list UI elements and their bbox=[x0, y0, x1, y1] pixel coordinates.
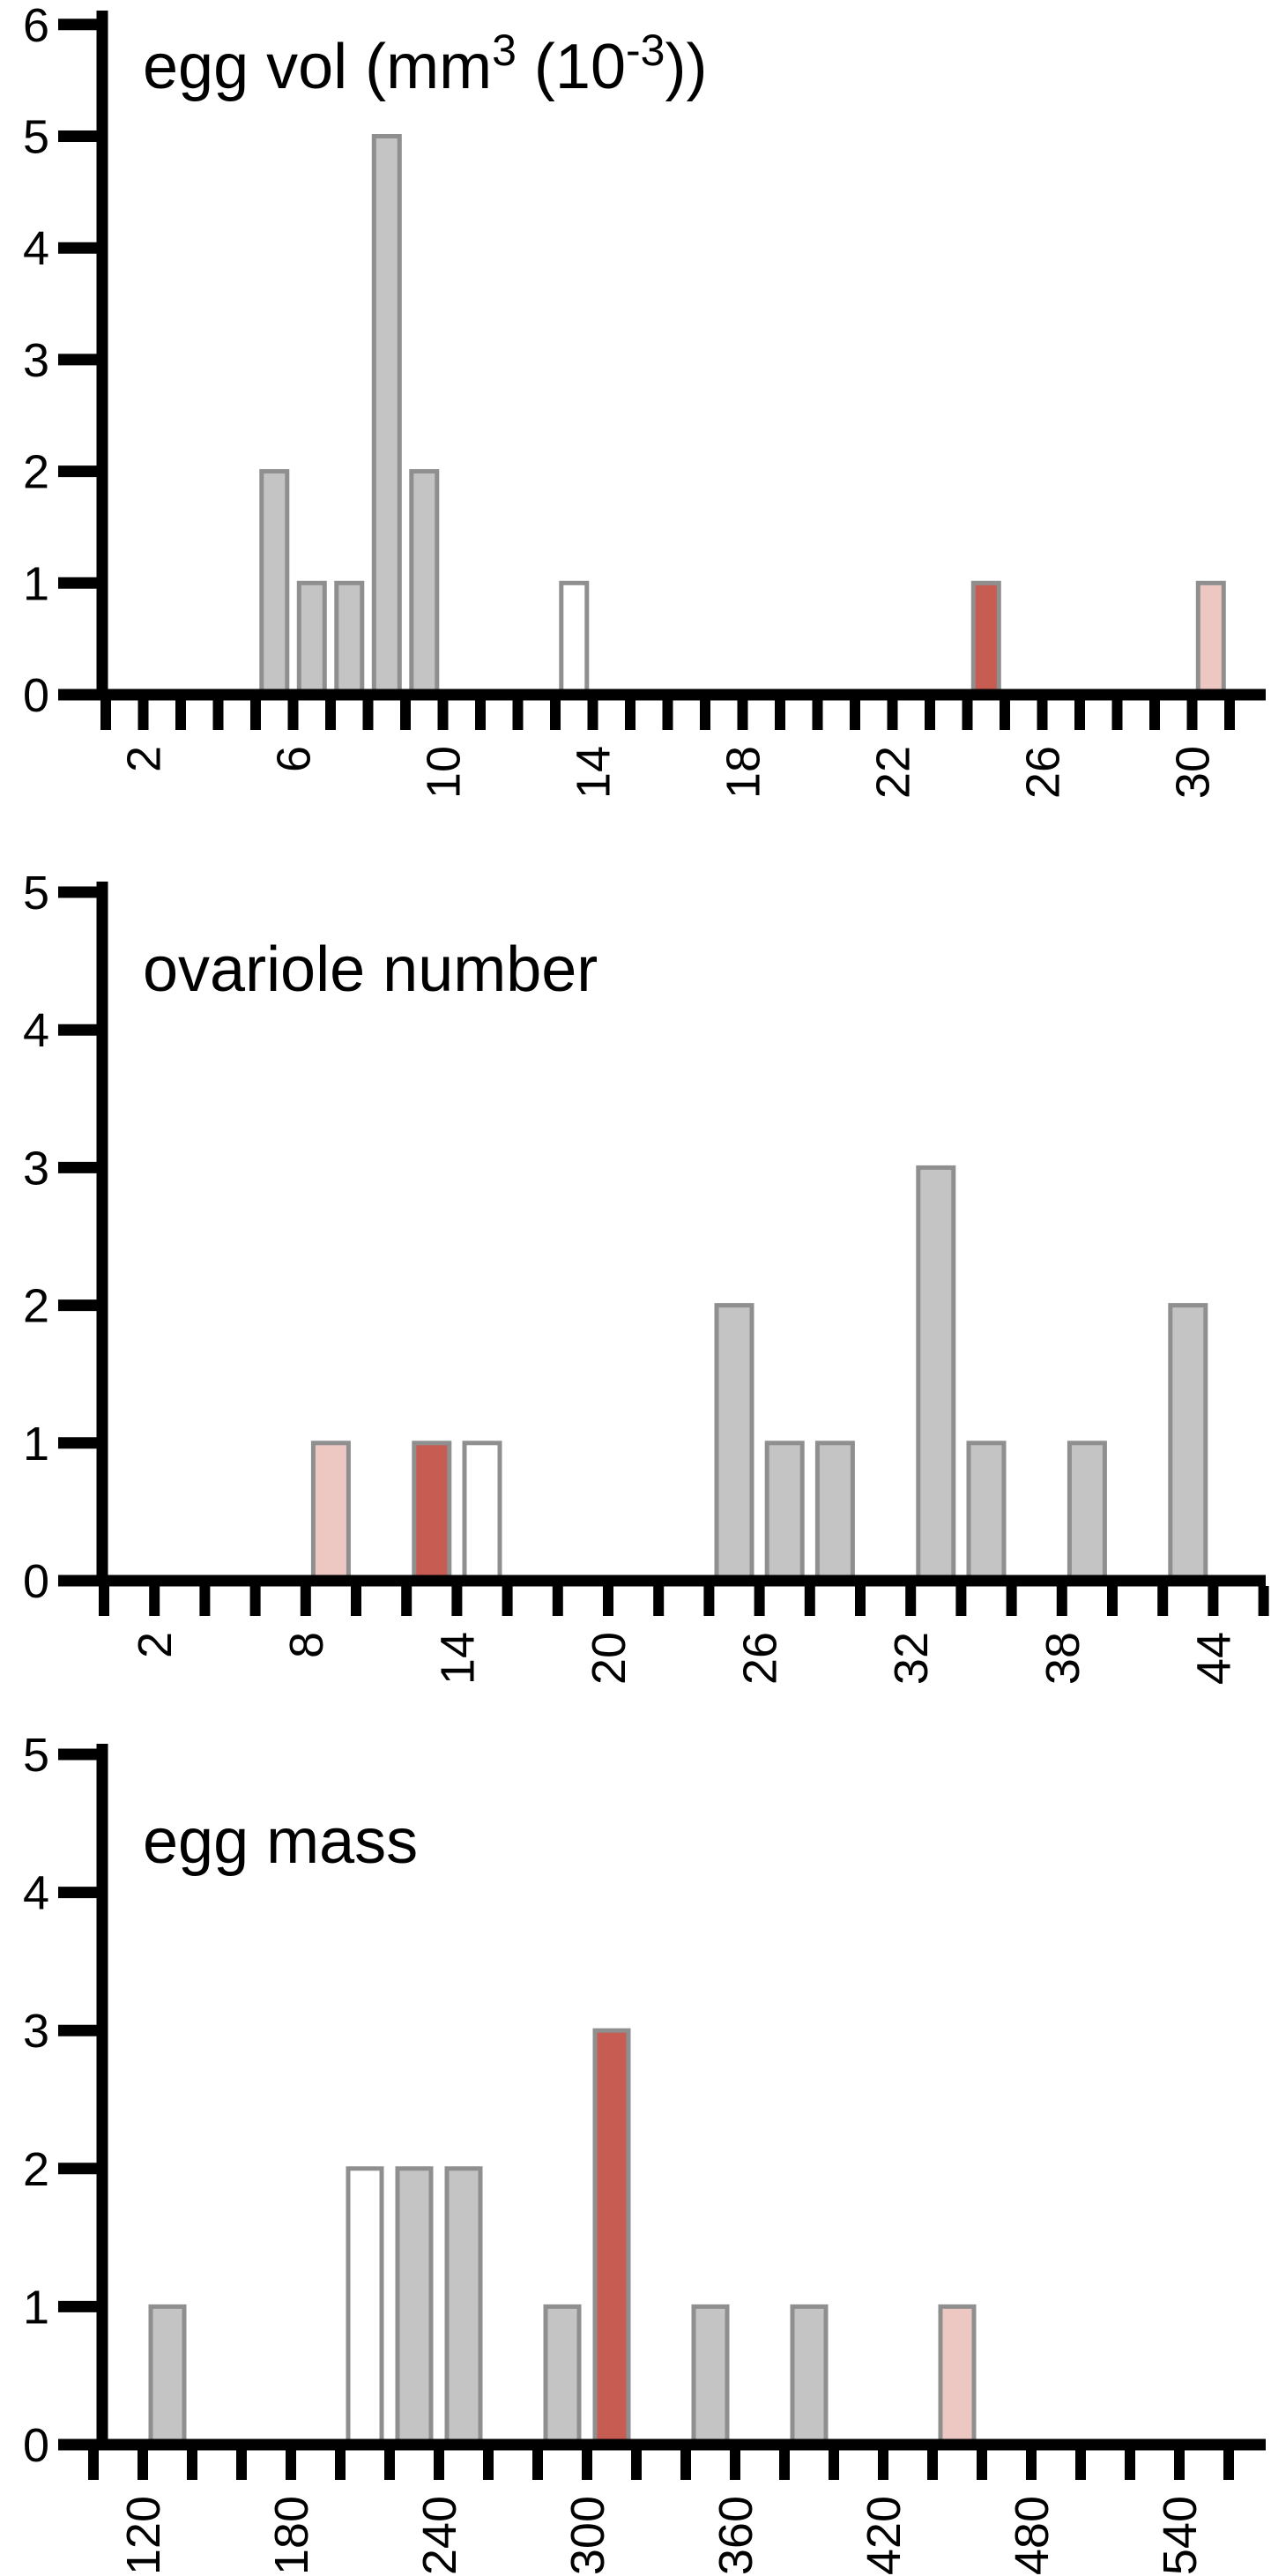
x-tick-label: 420 bbox=[858, 2496, 911, 2575]
y-tick-label: 2 bbox=[23, 446, 49, 499]
panel-egg-volume: 0 1 2 3 4 5 6 2 6 10 14 18 22 26 30 egg vol (mm3 (10-3)… bbox=[0, 0, 1271, 859]
histogram-bar bbox=[970, 580, 1001, 697]
x-tick-label: 14 bbox=[568, 746, 621, 799]
chart-ovariole-number: 0 1 2 3 4 5 2 8 14 20 26 32 38 44 ovariole number bbox=[23, 867, 1269, 1685]
histogram-bar bbox=[543, 2304, 582, 2447]
chart-egg-mass: 0 1 2 3 4 5 120 180 240 300 360 420 480 540 egg mass bbox=[23, 1729, 1266, 2575]
y-tick-label: 2 bbox=[23, 1280, 49, 1333]
x-tick-label: 6 bbox=[268, 746, 321, 772]
histogram-bar bbox=[310, 1441, 351, 1583]
x-tick-label: 120 bbox=[117, 2496, 170, 2575]
histogram-bar bbox=[334, 580, 365, 697]
histogram-bar bbox=[371, 134, 402, 697]
chart-title: egg vol (mm3 (10-3)) bbox=[143, 26, 707, 102]
histogram-bar bbox=[296, 580, 327, 697]
histogram-bar bbox=[559, 580, 590, 697]
x-tick-label: 540 bbox=[1154, 2496, 1207, 2575]
x-tick-label: 20 bbox=[583, 1632, 636, 1685]
chart-title: egg mass bbox=[143, 1806, 418, 1877]
histogram-bar bbox=[714, 1303, 754, 1583]
histogram-bar bbox=[395, 2166, 434, 2447]
histogram-bar bbox=[409, 469, 440, 697]
x-tick-label: 360 bbox=[710, 2496, 762, 2575]
x-tick-label: 38 bbox=[1037, 1632, 1089, 1685]
x-tick-label: 44 bbox=[1187, 1632, 1240, 1685]
y-tick-label: 1 bbox=[23, 2281, 49, 2334]
x-tick-label: 240 bbox=[413, 2496, 466, 2575]
y-tick-label: 3 bbox=[23, 334, 49, 387]
x-tick-label: 2 bbox=[129, 1632, 182, 1658]
histogram-bar bbox=[938, 2304, 977, 2447]
panel-ovariole-number: 0 1 2 3 4 5 2 8 14 20 26 32 38 44 ovariole number bbox=[0, 859, 1271, 1717]
y-tick-label: 4 bbox=[23, 1867, 49, 1920]
x-tick-label: 2 bbox=[118, 746, 171, 772]
histogram-bar bbox=[790, 2304, 829, 2447]
y-tick-label: 3 bbox=[23, 1142, 49, 1195]
x-tick-label: 10 bbox=[418, 746, 471, 799]
histogram-bar bbox=[814, 1441, 855, 1583]
histogram-bar bbox=[764, 1441, 805, 1583]
y-tick-label: 4 bbox=[23, 222, 49, 275]
histogram-bar bbox=[259, 469, 290, 697]
x-tick-label: 480 bbox=[1006, 2496, 1059, 2575]
histogram-bar bbox=[1168, 1303, 1208, 1583]
x-tick-label: 22 bbox=[867, 746, 920, 799]
y-tick-label: 1 bbox=[23, 1418, 49, 1470]
histogram-bar bbox=[444, 2166, 483, 2447]
histogram-bar bbox=[412, 1441, 452, 1583]
panel-egg-mass: 0 1 2 3 4 5 120 180 240 300 360 420 480 540 egg mass bbox=[0, 1717, 1271, 2576]
histogram-bar bbox=[346, 2166, 384, 2447]
y-tick-label: 3 bbox=[23, 2005, 49, 2058]
y-tick-label: 2 bbox=[23, 2143, 49, 2196]
y-tick-label: 0 bbox=[23, 1555, 49, 1608]
x-tick-label: 26 bbox=[734, 1632, 787, 1685]
x-tick-label: 26 bbox=[1017, 746, 1070, 799]
x-tick-label: 32 bbox=[885, 1632, 938, 1685]
y-tick-label: 1 bbox=[23, 557, 49, 610]
x-tick-label: 8 bbox=[280, 1632, 333, 1658]
y-tick-label: 4 bbox=[23, 1004, 49, 1057]
histogram-bar bbox=[1067, 1441, 1107, 1583]
y-tick-label: 6 bbox=[23, 0, 49, 52]
x-tick-label: 14 bbox=[431, 1632, 484, 1685]
x-tick-label: 18 bbox=[717, 746, 770, 799]
y-tick-label: 5 bbox=[23, 867, 49, 919]
histogram-bar bbox=[592, 2028, 631, 2447]
histogram-bar bbox=[148, 2304, 187, 2447]
y-tick-label: 5 bbox=[23, 1729, 49, 1782]
y-tick-label: 0 bbox=[23, 669, 49, 722]
histogram-bar bbox=[691, 2304, 730, 2447]
x-tick-label: 180 bbox=[265, 2496, 318, 2575]
y-tick-label: 0 bbox=[23, 2419, 49, 2472]
x-tick-label: 300 bbox=[561, 2496, 614, 2575]
chart-title: ovariole number bbox=[143, 934, 598, 1005]
histogram-bar bbox=[916, 1165, 956, 1583]
histogram-bar bbox=[1195, 580, 1226, 697]
y-tick-label: 5 bbox=[23, 111, 49, 164]
histogram-bar bbox=[966, 1441, 1007, 1583]
x-tick-label: 30 bbox=[1167, 746, 1220, 799]
histogram-bar bbox=[462, 1441, 502, 1583]
